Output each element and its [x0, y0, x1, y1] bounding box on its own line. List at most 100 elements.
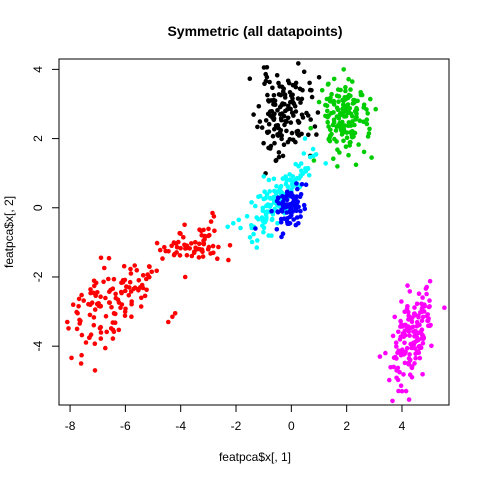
- data-point: [296, 221, 301, 226]
- data-point: [128, 266, 133, 272]
- data-point: [293, 80, 299, 86]
- data-point: [285, 139, 291, 145]
- data-point: [101, 279, 106, 285]
- data-point: [129, 301, 134, 307]
- data-point: [109, 305, 114, 310]
- data-point: [284, 210, 290, 215]
- x-tick-label: -4: [175, 419, 186, 433]
- data-point: [280, 89, 286, 94]
- data-point: [278, 92, 284, 98]
- data-point: [134, 268, 140, 273]
- data-point: [169, 243, 174, 249]
- data-point: [274, 184, 279, 189]
- data-point: [278, 183, 284, 189]
- data-point: [113, 295, 119, 301]
- data-point: [255, 124, 260, 130]
- data-point: [293, 161, 299, 167]
- data-point: [398, 383, 404, 389]
- data-point: [399, 299, 404, 304]
- data-point: [128, 271, 134, 276]
- data-point: [343, 88, 348, 94]
- data-point: [263, 118, 269, 123]
- data-point: [200, 254, 206, 259]
- data-point: [309, 94, 315, 100]
- data-point: [417, 345, 423, 351]
- data-point: [182, 222, 187, 228]
- data-point: [402, 340, 407, 346]
- data-point: [276, 150, 282, 155]
- data-point: [409, 319, 415, 325]
- data-point: [328, 127, 333, 133]
- series-3: [253, 181, 309, 240]
- data-point: [395, 365, 401, 371]
- data-point: [177, 253, 183, 258]
- data-point: [354, 115, 359, 120]
- data-point: [257, 193, 263, 199]
- data-point: [122, 313, 128, 319]
- data-point: [98, 330, 104, 335]
- data-point: [284, 128, 289, 134]
- data-point: [113, 291, 118, 297]
- data-point: [407, 289, 413, 294]
- data-point: [407, 352, 412, 357]
- data-point: [291, 101, 297, 107]
- data-point: [285, 184, 291, 189]
- data-point: [352, 122, 357, 128]
- data-point: [417, 355, 423, 361]
- x-tick-label: 4: [399, 419, 406, 433]
- data-point: [293, 204, 299, 210]
- data-point: [254, 215, 259, 220]
- data-point: [178, 245, 183, 251]
- data-point: [136, 278, 142, 283]
- data-point: [336, 116, 342, 121]
- data-point: [83, 340, 89, 345]
- data-point: [170, 314, 175, 320]
- data-point: [88, 287, 93, 292]
- data-point: [272, 126, 277, 132]
- data-point: [253, 226, 258, 231]
- data-point: [288, 120, 294, 125]
- data-point: [291, 217, 297, 222]
- data-point: [416, 291, 422, 297]
- data-point: [365, 134, 371, 139]
- data-point: [193, 240, 198, 245]
- data-point: [276, 154, 282, 160]
- data-point: [406, 313, 412, 319]
- data-point: [140, 273, 146, 278]
- data-point: [275, 195, 281, 201]
- x-tick-label: -6: [120, 419, 131, 433]
- data-point: [419, 318, 425, 324]
- data-point: [350, 101, 356, 106]
- data-point: [256, 104, 262, 109]
- data-point: [424, 313, 430, 319]
- y-tick-label: -2: [31, 271, 45, 282]
- data-point: [103, 314, 109, 319]
- data-point: [413, 355, 418, 361]
- data-point: [312, 124, 318, 129]
- data-point: [270, 85, 275, 91]
- data-point: [334, 139, 339, 144]
- data-point: [283, 176, 289, 181]
- data-point: [98, 336, 104, 341]
- data-point: [331, 76, 337, 82]
- data-point: [281, 200, 286, 205]
- data-point: [310, 146, 316, 152]
- data-point: [123, 288, 128, 294]
- data-point: [369, 155, 374, 160]
- data-point: [327, 136, 332, 141]
- data-point: [254, 245, 260, 250]
- data-point: [166, 319, 171, 325]
- data-point: [281, 113, 287, 119]
- data-point: [294, 129, 300, 134]
- data-point: [208, 251, 213, 256]
- data-point: [420, 314, 426, 320]
- data-point: [392, 314, 398, 320]
- data-point: [123, 306, 128, 312]
- y-axis: -4 -2 0 2 4: [31, 66, 60, 352]
- data-point: [361, 105, 367, 110]
- data-point: [420, 372, 425, 377]
- data-point: [393, 340, 399, 346]
- data-point: [348, 87, 353, 92]
- data-point: [104, 329, 109, 335]
- data-point: [291, 198, 297, 203]
